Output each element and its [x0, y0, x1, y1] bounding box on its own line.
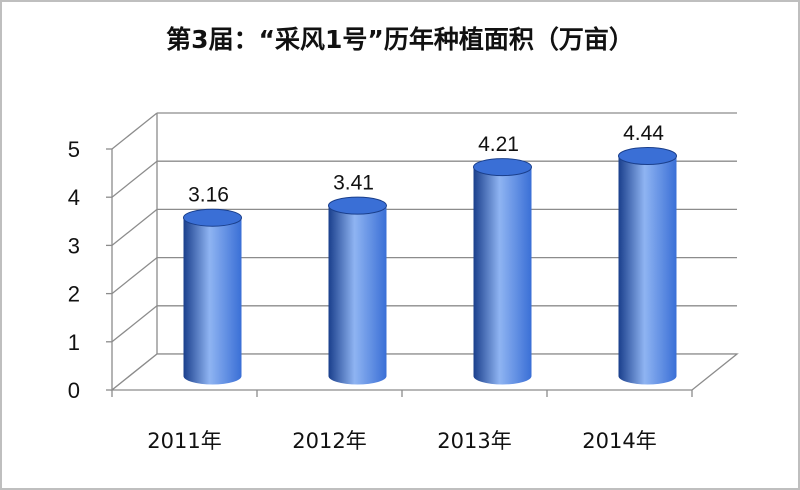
y-tick-label: 0: [68, 378, 80, 403]
x-tick-label: 2014年: [582, 429, 656, 453]
x-tick-label: 2013年: [437, 429, 511, 453]
gridline-side: [111, 112, 158, 150]
x-tick-label: 2011年: [147, 429, 221, 453]
bar: [183, 208, 242, 385]
y-tick-label: 4: [68, 185, 80, 210]
data-label: 3.16: [188, 184, 229, 207]
y-tick-label: 3: [68, 233, 80, 258]
y-tick-label: 5: [68, 137, 80, 162]
bar: [618, 146, 677, 385]
data-label: 4.21: [478, 133, 519, 156]
bar-top: [328, 196, 387, 215]
gridline-side: [111, 160, 158, 198]
gridline-side: [111, 208, 158, 246]
x-tick-label: 2012年: [292, 429, 366, 453]
bar: [473, 158, 532, 385]
data-label: 3.41: [333, 172, 374, 195]
bar-body: [473, 167, 532, 385]
bar-body: [183, 217, 242, 385]
bar-top: [618, 146, 677, 165]
y-tick-label: 2: [68, 282, 80, 307]
bar-top: [473, 158, 532, 177]
bar-body: [328, 205, 387, 385]
bar-top: [183, 208, 242, 227]
data-label: 4.44: [623, 122, 664, 145]
bar: [328, 196, 387, 385]
chart-floor: [110, 353, 739, 391]
gridline-side: [111, 305, 158, 343]
y-tick-label: 1: [68, 330, 80, 355]
bar-body: [618, 155, 677, 385]
gridline-side: [111, 257, 158, 295]
chart-title: 第3届：“采风1号”历年种植面积（万亩）: [166, 25, 634, 54]
